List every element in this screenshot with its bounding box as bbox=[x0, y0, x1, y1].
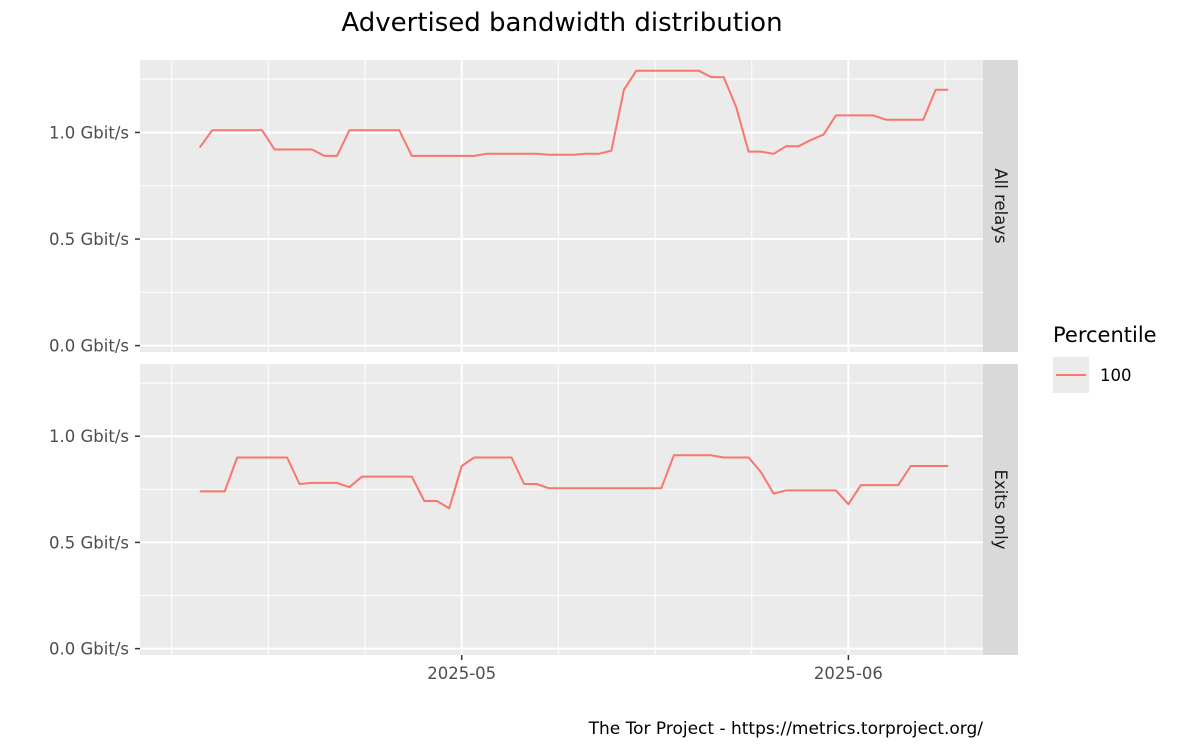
panels-layer: 0.0 Gbit/s 0.5 Gbit/s 1.0 Gbit/s All relays… bbox=[49, 60, 1018, 659]
chart-caption: The Tor Project - https://metrics.torpro… bbox=[588, 719, 984, 739]
panel-all-relays: 0.0 Gbit/s 0.5 Gbit/s 1.0 Gbit/s All relays bbox=[49, 60, 1018, 356]
legend-label-100: 100 bbox=[1100, 366, 1132, 385]
chart-title: Advertised bandwidth distribution bbox=[341, 8, 782, 38]
facet-strip bbox=[983, 364, 1018, 655]
y-tick-label: 1.0 Gbit/s bbox=[49, 123, 129, 142]
facet-strip bbox=[983, 60, 1018, 352]
facet-strip-label: Exits only bbox=[991, 470, 1010, 550]
y-tick-label: 1.0 Gbit/s bbox=[49, 427, 129, 446]
legend: Percentile 100 bbox=[1053, 323, 1157, 393]
y-tick-label: 0.5 Gbit/s bbox=[49, 230, 129, 249]
legend-title: Percentile bbox=[1053, 323, 1157, 347]
panel-background bbox=[140, 364, 983, 655]
series-line-100 bbox=[198, 69, 949, 157]
y-tick-label: 0.0 Gbit/s bbox=[49, 640, 129, 659]
y-tick-label: 0.5 Gbit/s bbox=[49, 533, 129, 552]
x-axis: 2025-05 2025-06 bbox=[427, 655, 883, 683]
x-tick-label: 2025-05 bbox=[427, 664, 496, 683]
y-tick-label: 0.0 Gbit/s bbox=[49, 337, 129, 356]
series-line-100 bbox=[199, 454, 949, 510]
x-tick-label: 2025-06 bbox=[814, 664, 883, 683]
facet-strip-label: All relays bbox=[991, 168, 1010, 243]
panel-background bbox=[140, 60, 983, 352]
panel-exits-only: 0.0 Gbit/s 0.5 Gbit/s 1.0 Gbit/s Exits only bbox=[49, 364, 1018, 659]
